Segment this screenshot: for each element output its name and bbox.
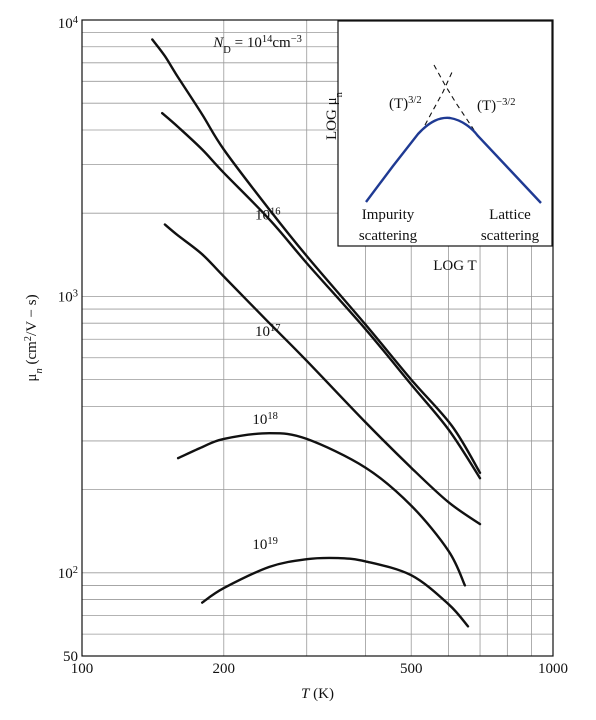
inset-lattice-label-2: scattering: [481, 228, 540, 244]
y-tick-label: 104: [58, 15, 79, 33]
series-label-2: 1016: [255, 206, 281, 224]
plot-border: [81, 19, 554, 657]
axis-titles: T (K) μn (cm2/V − s): [23, 294, 334, 702]
plot-frame: [81, 19, 554, 657]
series-line-2: [163, 223, 482, 526]
inset-lattice-term: (T)−3/2: [477, 97, 516, 115]
y-tick-label: 103: [58, 288, 78, 306]
series-line-0: [151, 38, 482, 474]
inset-lattice-label: Lattice: [489, 207, 531, 223]
inset-y-label: LOG μn: [324, 91, 345, 140]
series-line-4: [201, 556, 470, 628]
inset-lattice-asymptote: [433, 64, 475, 131]
inset-impurity-term: (T)3/2: [389, 95, 422, 113]
inset-frame: [337, 20, 553, 247]
series-line-1: [161, 112, 482, 480]
series-label-0: ND = 1014cm−3: [212, 33, 302, 55]
series-group: [151, 38, 482, 628]
y-axis-label: μn (cm2/V − s): [23, 294, 45, 381]
series-line-3: [176, 431, 467, 587]
inset-mobility-curve: [365, 116, 542, 204]
x-tick-label: 100: [71, 661, 94, 677]
x-tick-label: 1000: [538, 661, 568, 677]
series-label-3: 1017: [255, 322, 281, 340]
y-tick-label: 50: [63, 649, 78, 665]
y-tick-label: 102: [58, 564, 78, 582]
x-tick-label: 500: [400, 661, 423, 677]
series-label-4: 1018: [252, 411, 278, 429]
x-axis-label: T (K): [301, 686, 334, 702]
x-tick-label: 200: [213, 661, 236, 677]
inset-diagram: LOG μn (T)3/2 (T)−3/2 Impurity scattering Lat…: [324, 20, 553, 274]
inset-impurity-asymptote: [424, 69, 454, 126]
series-labels: ND = 1014cm−3 1016 1017 1018 1019: [212, 33, 302, 553]
inset-impurity-label-2: scattering: [359, 228, 418, 244]
series-label-5: 1019: [252, 535, 278, 553]
inset-impurity-label: Impurity: [362, 207, 415, 223]
tick-labels: 100 200 500 1000 50 102 103 104: [58, 15, 568, 678]
inset-x-label: LOG T: [433, 258, 476, 274]
